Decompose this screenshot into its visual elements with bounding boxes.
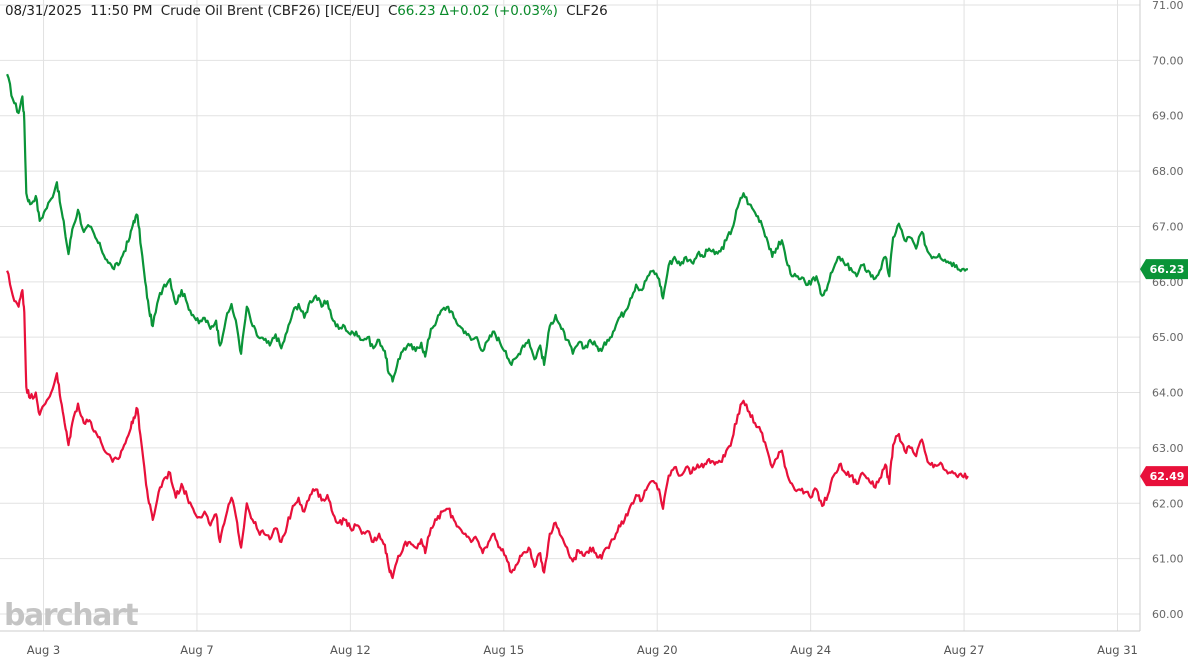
header-symbol: CLF26 xyxy=(566,3,608,19)
y-tick-label: 63.00 xyxy=(1152,442,1184,455)
y-tick-label: 68.00 xyxy=(1152,165,1184,178)
header-date: 08/31/2025 xyxy=(5,3,82,19)
x-tick-label: Aug 3 xyxy=(27,643,60,657)
header-close-value: 66.23 xyxy=(397,3,436,19)
y-axis: 60.0061.0062.0063.0064.0065.0066.0067.00… xyxy=(1139,0,1184,631)
y-tick-label: 70.00 xyxy=(1152,54,1184,67)
x-tick-label: Aug 31 xyxy=(1097,643,1138,657)
series-line-clf26 xyxy=(6,270,969,580)
y-tick-label: 65.00 xyxy=(1152,331,1184,344)
y-tick-label: 71.00 xyxy=(1152,0,1184,12)
series-line-cbf26 xyxy=(6,73,969,383)
x-tick-label: Aug 12 xyxy=(330,643,371,657)
y-tick-label: 64.00 xyxy=(1152,387,1184,400)
header-instrument: Crude Oil Brent (CBF26) [ICE/EU] xyxy=(160,3,380,19)
barchart-logo: barchart xyxy=(4,598,139,633)
x-tick-label: Aug 20 xyxy=(637,643,678,657)
y-tick-label: 62.00 xyxy=(1152,497,1184,510)
chart-series xyxy=(6,73,969,580)
y-tick-label: 69.00 xyxy=(1152,110,1184,123)
y-tick-label: 67.00 xyxy=(1152,220,1184,233)
last-price-tag xyxy=(1140,466,1188,487)
x-axis: Aug 3 Aug 7 Aug 12 Aug 15 Aug 20 Aug 24 Aug 27… xyxy=(0,630,1140,657)
y-tick-label: 60.00 xyxy=(1152,608,1184,621)
chart-grid xyxy=(0,0,1140,631)
y-tick-label: 61.00 xyxy=(1152,553,1184,566)
last-price-labels: 66.23 62.49 xyxy=(1140,259,1188,487)
header-change: Δ+0.02 (+0.03%) xyxy=(439,3,558,19)
last-price-text: 66.23 xyxy=(1150,263,1185,276)
header-close-prefix: C xyxy=(387,3,398,19)
last-price-tag xyxy=(1140,259,1188,280)
last-price-label-cbf26: 66.23 xyxy=(1140,259,1188,280)
x-tick-label: Aug 24 xyxy=(790,643,831,657)
x-tick-label: Aug 27 xyxy=(944,643,985,657)
chart-header: 08/31/2025 11:50 PM Crude Oil Brent (CBF… xyxy=(5,3,608,19)
x-tick-label: Aug 15 xyxy=(483,643,524,657)
last-price-text: 62.49 xyxy=(1150,470,1185,483)
header-time: 11:50 PM xyxy=(90,3,153,19)
last-price-label-clf26: 62.49 xyxy=(1140,466,1188,487)
x-tick-label: Aug 7 xyxy=(180,643,213,657)
